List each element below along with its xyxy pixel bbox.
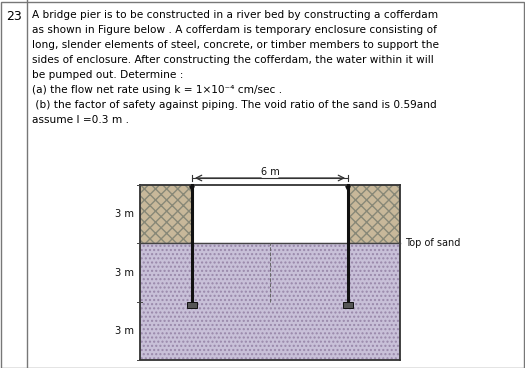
Bar <box>348 185 400 243</box>
Text: (a) the flow net rate using k = 1×10⁻⁴ cm/sec .: (a) the flow net rate using k = 1×10⁻⁴ c… <box>32 85 282 95</box>
Text: be pumped out. Determine :: be pumped out. Determine : <box>32 70 183 80</box>
Text: Top of sand: Top of sand <box>405 238 460 248</box>
Bar <box>140 185 192 243</box>
Text: (b) the factor of safety against piping. The void ratio of the sand is 0.59and: (b) the factor of safety against piping.… <box>32 100 437 110</box>
Bar <box>187 302 196 308</box>
Text: 6 m: 6 m <box>260 167 279 177</box>
Bar <box>140 243 400 360</box>
Text: 3 m: 3 m <box>115 209 134 219</box>
Bar <box>140 185 192 243</box>
Text: sides of enclosure. After constructing the cofferdam, the water within it will: sides of enclosure. After constructing t… <box>32 55 434 65</box>
Text: 3 m: 3 m <box>115 268 134 277</box>
Text: A bridge pier is to be constructed in a river bed by constructing a cofferdam: A bridge pier is to be constructed in a … <box>32 10 438 20</box>
Text: as shown in Figure below . A cofferdam is temporary enclosure consisting of: as shown in Figure below . A cofferdam i… <box>32 25 437 35</box>
Text: long, slender elements of steel, concrete, or timber members to support the: long, slender elements of steel, concret… <box>32 40 439 50</box>
Bar <box>140 243 400 360</box>
Text: 3 m: 3 m <box>115 326 134 336</box>
Bar <box>348 185 400 243</box>
Text: 23: 23 <box>6 10 22 23</box>
Text: assume l =0.3 m .: assume l =0.3 m . <box>32 115 129 125</box>
Bar <box>343 302 353 308</box>
Bar <box>192 185 348 243</box>
